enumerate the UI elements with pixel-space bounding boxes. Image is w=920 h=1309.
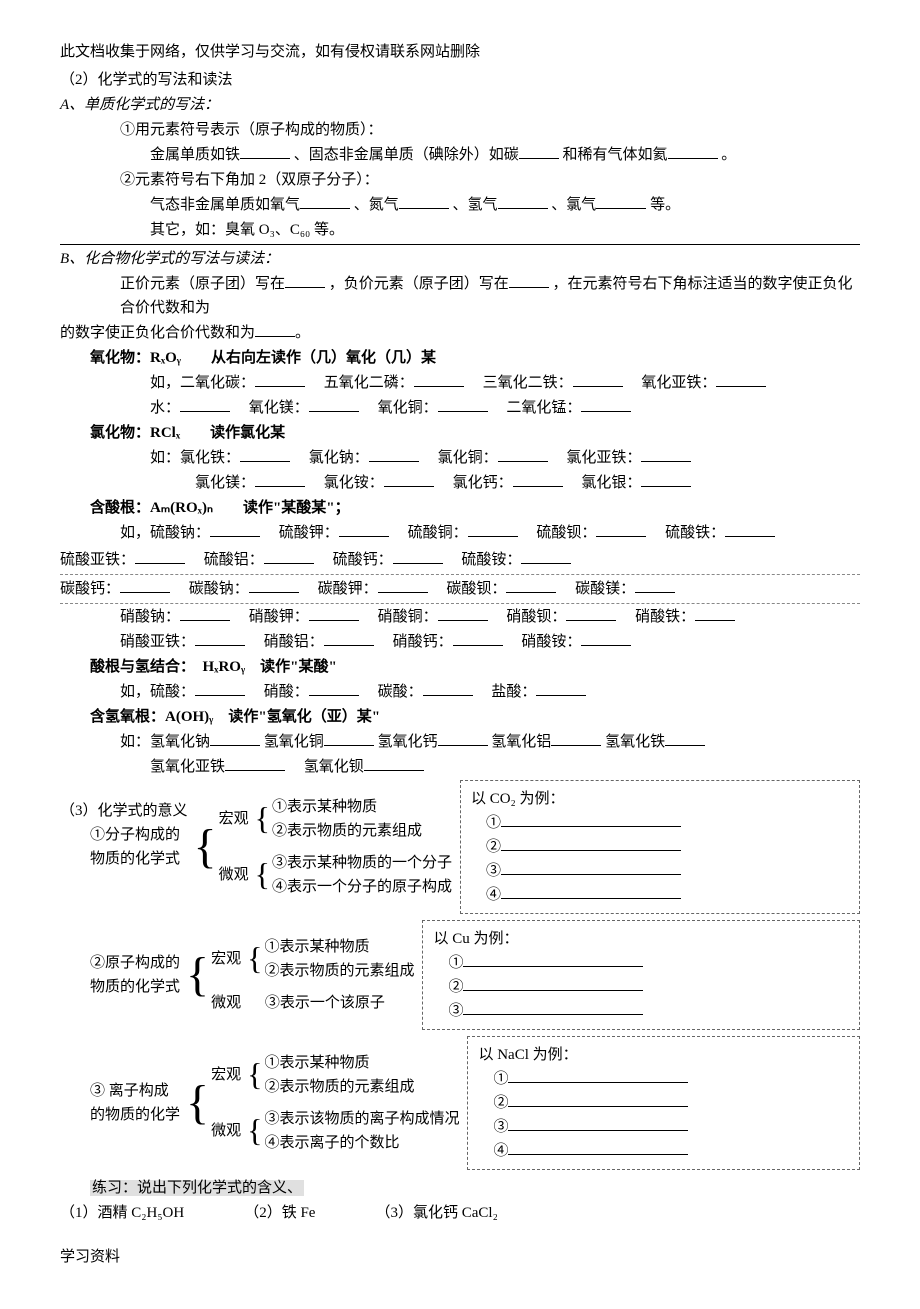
- blank-n2[interactable]: [399, 193, 449, 209]
- sulfate-l1: 如，硫酸钠： 硫酸钾： 硫酸铜： 硫酸钡： 硫酸铁：: [60, 521, 860, 545]
- sulfate-l2: 硫酸亚铁： 硫酸铝： 硫酸钙： 硫酸铵：: [60, 546, 860, 575]
- partA-item2-lead: ②元素符号右下角加 2（双原子分子）：: [60, 168, 860, 192]
- blank-o2[interactable]: [300, 193, 350, 209]
- blank-zero[interactable]: [255, 321, 295, 337]
- partA-title: A、单质化学式的写法：: [60, 93, 860, 117]
- section2-title: （2）化学式的写法和读法: [60, 68, 860, 92]
- brace-icon: {: [184, 1036, 211, 1170]
- example-nacl: 以 NaCl 为例： ① ② ③ ④: [467, 1036, 860, 1170]
- nitrate-l2: 硝酸亚铁： 硝酸铝： 硝酸钙： 硝酸铵：: [60, 630, 860, 654]
- partB-rule2: 的数字使正负化合价代数和为。: [60, 321, 860, 345]
- blank-cl2[interactable]: [596, 193, 646, 209]
- blank-h2[interactable]: [498, 193, 548, 209]
- acid-h-title: 酸根与氢结合： HₓROᵧ 读作"某酸": [60, 655, 860, 679]
- section3-title: （3）化学式的意义: [60, 799, 188, 823]
- partA-item2-other: 其它，如：臭氧 O₃、C₆₀ 等。: [60, 218, 860, 242]
- practice-items: （1）酒精 C₂H₅OH （2）铁 Fe （3）氯化钙 CaCl₂: [60, 1201, 860, 1225]
- section3-block1: （3）化学式的意义 ①分子构成的 物质的化学式 { 宏观 { ①表示某种物质 ②…: [60, 780, 860, 914]
- oxide-l2: 水： 氧化镁： 氧化铜： 二氧化锰：: [60, 396, 860, 420]
- chloride-l2: 氯化镁： 氯化铵： 氯化钙： 氯化银：: [60, 471, 860, 495]
- header-note: 此文档收集于网络，仅供学习与交流，如有侵权请联系网站删除: [60, 40, 860, 64]
- carbonate: 碳酸钙： 碳酸钠： 碳酸钾： 碳酸钡： 碳酸镁：: [60, 575, 860, 604]
- partB-rule: 正价元素（原子团）写在 ，负价元素（原子团）写在 ，在元素符号右下角标注适当的数…: [60, 272, 860, 320]
- partA-item1-body: 金属单质如铁 、固态非金属单质（碘除外）如碳 和稀有气体如氦 。: [60, 143, 860, 167]
- section3-block3: ③ 离子构成 的物质的化学 { 宏观 { ①表示某种物质 ②表示物质的元素组成 …: [60, 1036, 860, 1170]
- hydroxide-title: 含氢氧根：A(OH)ᵧ 读作"氢氧化（亚）某": [60, 705, 860, 729]
- brace-icon: {: [192, 780, 219, 914]
- chloride-title: 氯化物：RClₓ 读作氯化某: [60, 421, 860, 445]
- nitrate-l1: 硝酸钠： 硝酸钾： 硝酸铜： 硝酸钡： 硝酸铁：: [60, 605, 860, 629]
- section3-block2: ②原子构成的 物质的化学式 { 宏观 { ①表示某种物质 ②表示物质的元素组成 …: [60, 920, 860, 1030]
- acids: 如，硫酸： 硝酸： 碳酸： 盐酸：: [60, 680, 860, 704]
- blank-neg[interactable]: [509, 272, 549, 288]
- blank-c[interactable]: [519, 143, 559, 159]
- practice-title: 练习：说出下列化学式的含义、: [60, 1176, 860, 1200]
- acidroot-title: 含酸根：Aₘ(ROₓ)ₙ 读作"某酸某"；: [60, 496, 860, 520]
- partB-title: B、化合物化学式的写法与读法：: [60, 247, 860, 271]
- blank-pos[interactable]: [285, 272, 325, 288]
- chloride-l1: 如：氯化铁： 氯化钠： 氯化铜： 氯化亚铁：: [60, 446, 860, 470]
- example-cu: 以 Cu 为例： ① ② ③: [422, 920, 860, 1030]
- blank-he[interactable]: [668, 143, 718, 159]
- hydroxide-l2: 氢氧化亚铁 氢氧化钡: [60, 755, 860, 779]
- hydroxide-l1: 如：氢氧化钠 氢氧化铜 氢氧化钙 氢氧化铝 氢氧化铁: [60, 730, 860, 754]
- brace-icon: {: [184, 920, 211, 1030]
- partA-item2-body: 气态非金属单质如氧气 、氮气 、氢气 、氯气 等。: [60, 193, 860, 217]
- oxide-title: 氧化物：RₓOᵧ 从右向左读作（几）氧化（几）某: [60, 346, 860, 370]
- blank-fe[interactable]: [240, 143, 290, 159]
- partA-item1-lead: ①用元素符号表示（原子构成的物质）：: [60, 118, 860, 142]
- practice-q1: （1）酒精 C₂H₅OH: [60, 1201, 184, 1225]
- footer: 学习资料: [60, 1245, 860, 1269]
- oxide-l1: 如，二氧化碳： 五氧化二磷： 三氧化二铁： 氧化亚铁：: [60, 371, 860, 395]
- practice-q2: （2）铁 Fe: [244, 1201, 315, 1225]
- practice-q3: （3）氯化钙 CaCl₂: [375, 1201, 497, 1225]
- example-co2: 以 CO₂ 为例： ① ② ③ ④: [460, 780, 860, 914]
- divider: [60, 244, 860, 245]
